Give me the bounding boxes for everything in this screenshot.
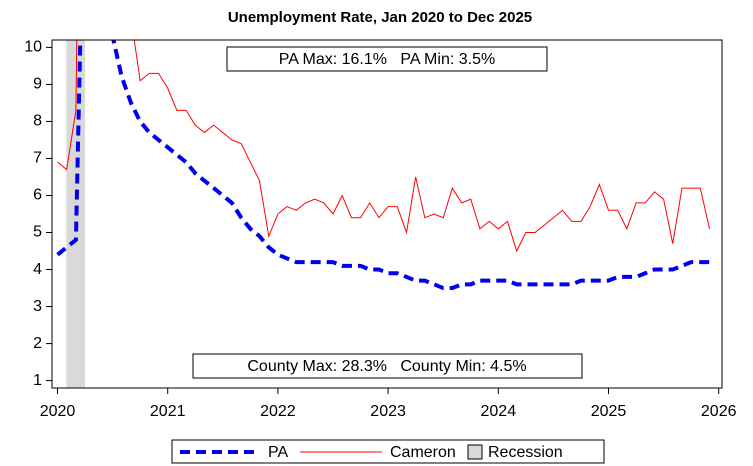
y-tick-label: 7 <box>33 150 42 167</box>
annotation: County Max: 28.3% County Min: 4.5% <box>247 358 526 375</box>
y-tick-label: 2 <box>33 335 42 352</box>
x-tick-label: 2023 <box>370 403 406 420</box>
legend-label: PA <box>268 444 288 461</box>
x-tick-label: 2026 <box>701 403 737 420</box>
plot-frame <box>51 39 723 389</box>
y-tick-label: 10 <box>24 39 42 56</box>
annotation: PA Max: 16.1% PA Min: 3.5% <box>279 51 495 68</box>
legend-label: Cameron <box>390 444 456 461</box>
x-tick-label: 2020 <box>40 403 76 420</box>
series-line <box>57 40 711 253</box>
x-tick-label: 2021 <box>150 403 186 420</box>
legend-label: Recession <box>488 444 563 461</box>
y-tick-label: 9 <box>33 76 42 93</box>
y-tick-label: 5 <box>33 224 42 241</box>
annotation-box <box>226 46 548 72</box>
series-line <box>56 40 710 291</box>
legend-swatch <box>467 444 483 460</box>
x-tick-label: 2022 <box>260 403 296 420</box>
y-tick-label: 4 <box>33 261 42 278</box>
y-tick-label: 6 <box>33 187 42 204</box>
x-tick-label: 2025 <box>591 403 627 420</box>
y-tick-label: 3 <box>33 298 42 315</box>
x-tick-label: 2024 <box>481 403 517 420</box>
legend <box>171 439 605 464</box>
plot-area <box>56 40 711 388</box>
y-tick-label: 1 <box>33 372 42 389</box>
chart-title: Unemployment Rate, Jan 2020 to Dec 2025 <box>228 9 532 26</box>
annotation-box <box>192 353 583 379</box>
y-tick-label: 8 <box>33 113 42 130</box>
